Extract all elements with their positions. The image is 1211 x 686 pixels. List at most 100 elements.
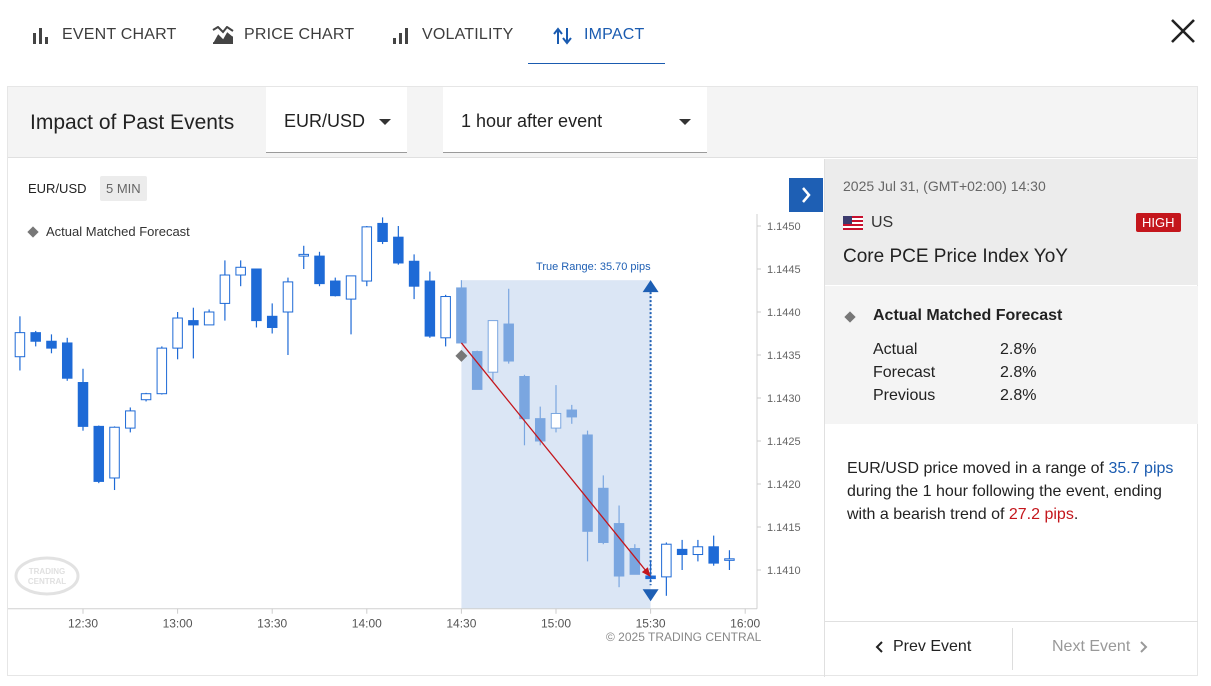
candle-body bbox=[14, 332, 26, 358]
summary-trend: 27.2 pips bbox=[1008, 506, 1074, 523]
candle-body bbox=[46, 340, 57, 349]
candle-body bbox=[298, 253, 309, 257]
x-tick-label: 14:30 bbox=[446, 617, 476, 631]
chart-pair-label: EUR/USD bbox=[28, 181, 87, 196]
x-tick-label: 14:00 bbox=[352, 617, 382, 631]
y-tick-label: 1.1435 bbox=[767, 350, 801, 362]
candle-body bbox=[314, 255, 325, 285]
candle-body bbox=[203, 311, 215, 326]
candle-body bbox=[550, 412, 562, 429]
pair-select-value: EUR/USD bbox=[284, 111, 366, 131]
legend-label: Actual Matched Forecast bbox=[46, 224, 190, 239]
range-label: True Range: 35.70 pips bbox=[536, 261, 651, 273]
candle-body bbox=[30, 332, 41, 342]
stat-value: 2.8% bbox=[1000, 341, 1037, 358]
event-datetime: 2025 Jul 31, (GMT+02:00) 14:30 bbox=[843, 178, 1046, 194]
event-header: 2025 Jul 31, (GMT+02:00) 14:30 US HIGH C… bbox=[825, 159, 1198, 285]
y-tick-label: 1.1420 bbox=[767, 479, 801, 491]
next-event-button[interactable]: Next Event bbox=[1052, 622, 1150, 672]
candle-body bbox=[519, 376, 530, 420]
tab-price-chart[interactable]: PRICE CHART bbox=[212, 14, 354, 64]
stat-value: 2.8% bbox=[1000, 364, 1037, 381]
candle-body bbox=[393, 236, 404, 264]
event-name: Core PCE Price Index YoY bbox=[843, 246, 1068, 267]
time-window-select-value: 1 hour after event bbox=[461, 111, 603, 131]
y-tick-label: 1.1445 bbox=[767, 264, 801, 276]
trend-line bbox=[460, 342, 649, 574]
candle-body bbox=[534, 418, 546, 442]
volatility-icon bbox=[393, 28, 408, 44]
candle-body bbox=[125, 410, 136, 429]
tab-event-chart[interactable]: EVENT CHART bbox=[30, 14, 177, 64]
x-tick-label: 13:30 bbox=[257, 617, 287, 631]
price-chart: EUR/USD 5 MIN Actual Matched Forecast 1.… bbox=[8, 159, 823, 677]
candle-body bbox=[676, 548, 688, 556]
candle-body bbox=[345, 275, 357, 300]
summary-text: . bbox=[1073, 506, 1079, 523]
match-label: Actual Matched Forecast bbox=[873, 307, 1063, 324]
stat-label: Actual bbox=[873, 341, 918, 358]
candle-body bbox=[582, 434, 593, 532]
candle-body bbox=[251, 268, 262, 322]
candle-body bbox=[140, 393, 152, 401]
candle-body bbox=[598, 487, 609, 543]
candle-body bbox=[566, 409, 578, 418]
candle-body bbox=[613, 523, 625, 577]
chevron-left-icon bbox=[875, 641, 883, 653]
bar-chart-icon bbox=[33, 28, 48, 44]
candle-body bbox=[330, 280, 341, 297]
candle-body bbox=[282, 281, 294, 313]
candle-body bbox=[408, 260, 420, 287]
range-arrow-up bbox=[642, 280, 659, 293]
impact-summary: EUR/USD price moved in a range of 35.7 p… bbox=[847, 457, 1187, 526]
candle-body bbox=[708, 546, 719, 564]
candle-body bbox=[440, 296, 451, 339]
candle-body bbox=[156, 347, 168, 395]
page-title: Impact of Past Events bbox=[30, 111, 235, 134]
us-flag-icon bbox=[843, 216, 863, 230]
stat-value: 2.8% bbox=[1000, 387, 1037, 404]
chevron-down-icon bbox=[679, 119, 691, 125]
candle-body bbox=[471, 351, 483, 390]
candle-body bbox=[266, 315, 278, 328]
event-navigation: Prev Event Next Event bbox=[825, 621, 1198, 677]
time-window-select[interactable]: 1 hour after event bbox=[443, 87, 707, 153]
candle-body bbox=[361, 226, 373, 282]
candle-body bbox=[109, 426, 120, 479]
y-tick-label: 1.1425 bbox=[767, 436, 801, 448]
candle-body bbox=[93, 425, 105, 482]
x-tick-label: 15:00 bbox=[541, 617, 571, 631]
trend-arrowhead bbox=[641, 567, 651, 577]
candle-body bbox=[77, 382, 89, 427]
impact-arrows-icon bbox=[553, 27, 572, 45]
tab-label: PRICE CHART bbox=[244, 26, 355, 43]
candle-body bbox=[503, 323, 514, 362]
timeframe-badge: 5 MIN bbox=[100, 176, 147, 201]
panel-toggle-button[interactable] bbox=[789, 178, 823, 212]
candle-body bbox=[661, 543, 672, 578]
pair-select[interactable]: EUR/USD bbox=[266, 87, 407, 153]
candle-body bbox=[629, 548, 641, 575]
summary-text: EUR/USD price moved in a range of bbox=[847, 460, 1109, 477]
prev-event-button[interactable]: Prev Event bbox=[873, 622, 971, 672]
candle-body bbox=[724, 558, 735, 561]
stat-row-actual: Actual 2.8% bbox=[873, 341, 1036, 359]
event-stats: Actual Matched Forecast Actual 2.8% Fore… bbox=[825, 286, 1198, 424]
event-country: US bbox=[871, 214, 894, 231]
impact-badge: HIGH bbox=[1136, 213, 1181, 232]
close-icon[interactable] bbox=[1168, 16, 1198, 46]
tab-volatility[interactable]: VOLATILITY bbox=[390, 14, 514, 64]
candle-body bbox=[424, 280, 436, 337]
summary-range: 35.7 pips bbox=[1108, 460, 1174, 477]
next-event-label: Next Event bbox=[1052, 638, 1131, 655]
chevron-right-icon bbox=[802, 187, 811, 203]
trading-central-watermark: TRADING CENTRAL bbox=[14, 556, 80, 596]
event-details-panel: 2025 Jul 31, (GMT+02:00) 14:30 US HIGH C… bbox=[824, 159, 1198, 677]
area-chart-icon bbox=[212, 26, 234, 44]
candlestick-chart[interactable]: 1.1410 1.1415 1.1420 1.1425 1.1430 1.1435 1.14… bbox=[8, 159, 823, 677]
svg-text:CENTRAL: CENTRAL bbox=[28, 577, 66, 586]
y-tick-label: 1.1410 bbox=[767, 565, 801, 577]
tab-impact[interactable]: IMPACT bbox=[528, 14, 665, 64]
tab-label: IMPACT bbox=[584, 26, 645, 43]
x-tick-label: 15:30 bbox=[636, 617, 666, 631]
